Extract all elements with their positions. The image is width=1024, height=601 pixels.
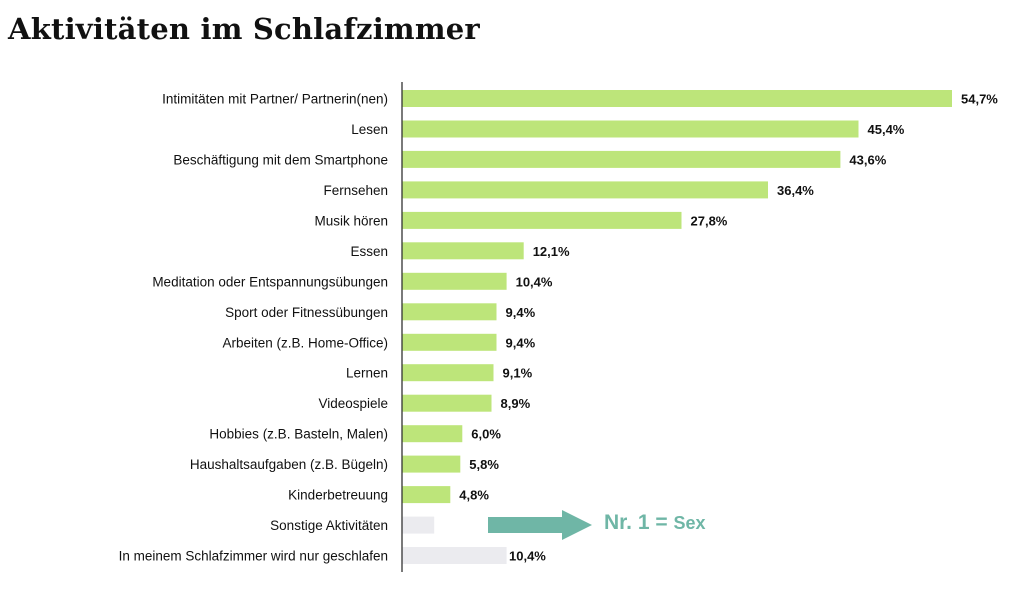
value-label: 45,4%: [868, 122, 905, 137]
bar: [402, 425, 463, 443]
value-label: 5,8%: [469, 457, 499, 472]
bar: [402, 547, 507, 564]
category-label: Essen: [350, 244, 388, 259]
annotation-prefix: Nr. 1 =: [604, 511, 674, 534]
value-label: 8,9%: [501, 396, 531, 411]
value-label: 10,4%: [509, 549, 546, 564]
value-label: 10,4%: [516, 274, 553, 289]
category-label: Beschäftigung mit dem Smartphone: [173, 152, 388, 167]
chart-title: Aktivitäten im Schlafzimmer: [8, 12, 480, 46]
value-label: 12,1%: [533, 244, 570, 259]
value-label: 9,4%: [506, 305, 536, 320]
category-label: Musik hören: [314, 213, 388, 228]
bar: [402, 303, 497, 321]
category-label: Videospiele: [318, 396, 388, 411]
annotation-text: Nr. 1 = Sex: [604, 511, 706, 535]
value-label: 36,4%: [777, 183, 814, 198]
annotation-word: Sex: [673, 513, 706, 533]
value-label: 4,8%: [459, 488, 489, 503]
value-label: 54,7%: [961, 92, 998, 107]
value-label: 6,0%: [471, 427, 501, 442]
bar: [402, 242, 524, 260]
category-label: In meinem Schlafzimmer wird nur geschlaf…: [119, 549, 388, 564]
category-label: Haushaltsaufgaben (z.B. Bügeln): [190, 457, 388, 472]
bar: [402, 90, 952, 107]
value-label: 9,1%: [503, 366, 533, 381]
bar: [402, 211, 682, 229]
bar: [402, 272, 507, 290]
bar: [402, 394, 492, 412]
category-label: Kinderbetreuung: [288, 488, 388, 503]
category-label: Lernen: [346, 366, 388, 381]
bar: [402, 333, 497, 351]
annotation-arrow: [488, 510, 592, 540]
category-label: Hobbies (z.B. Basteln, Malen): [209, 427, 388, 442]
bar: [402, 486, 451, 504]
category-label: Sonstige Aktivitäten: [270, 518, 388, 533]
category-label: Meditation oder Entspannungsübungen: [152, 274, 388, 289]
bar: [402, 455, 461, 473]
bar: [402, 364, 494, 382]
bar: [402, 181, 768, 199]
bar: [402, 120, 859, 138]
value-label: 27,8%: [691, 213, 728, 228]
bar: [402, 516, 435, 534]
category-label: Sport oder Fitnessübungen: [225, 305, 388, 320]
value-label: 9,4%: [506, 335, 536, 350]
category-label: Intimitäten mit Partner/ Partnerin(nen): [162, 92, 388, 107]
value-label: 43,6%: [849, 152, 886, 167]
category-label: Fernsehen: [323, 183, 388, 198]
category-label: Lesen: [351, 122, 388, 137]
bar: [402, 150, 841, 168]
category-label: Arbeiten (z.B. Home-Office): [222, 335, 388, 350]
